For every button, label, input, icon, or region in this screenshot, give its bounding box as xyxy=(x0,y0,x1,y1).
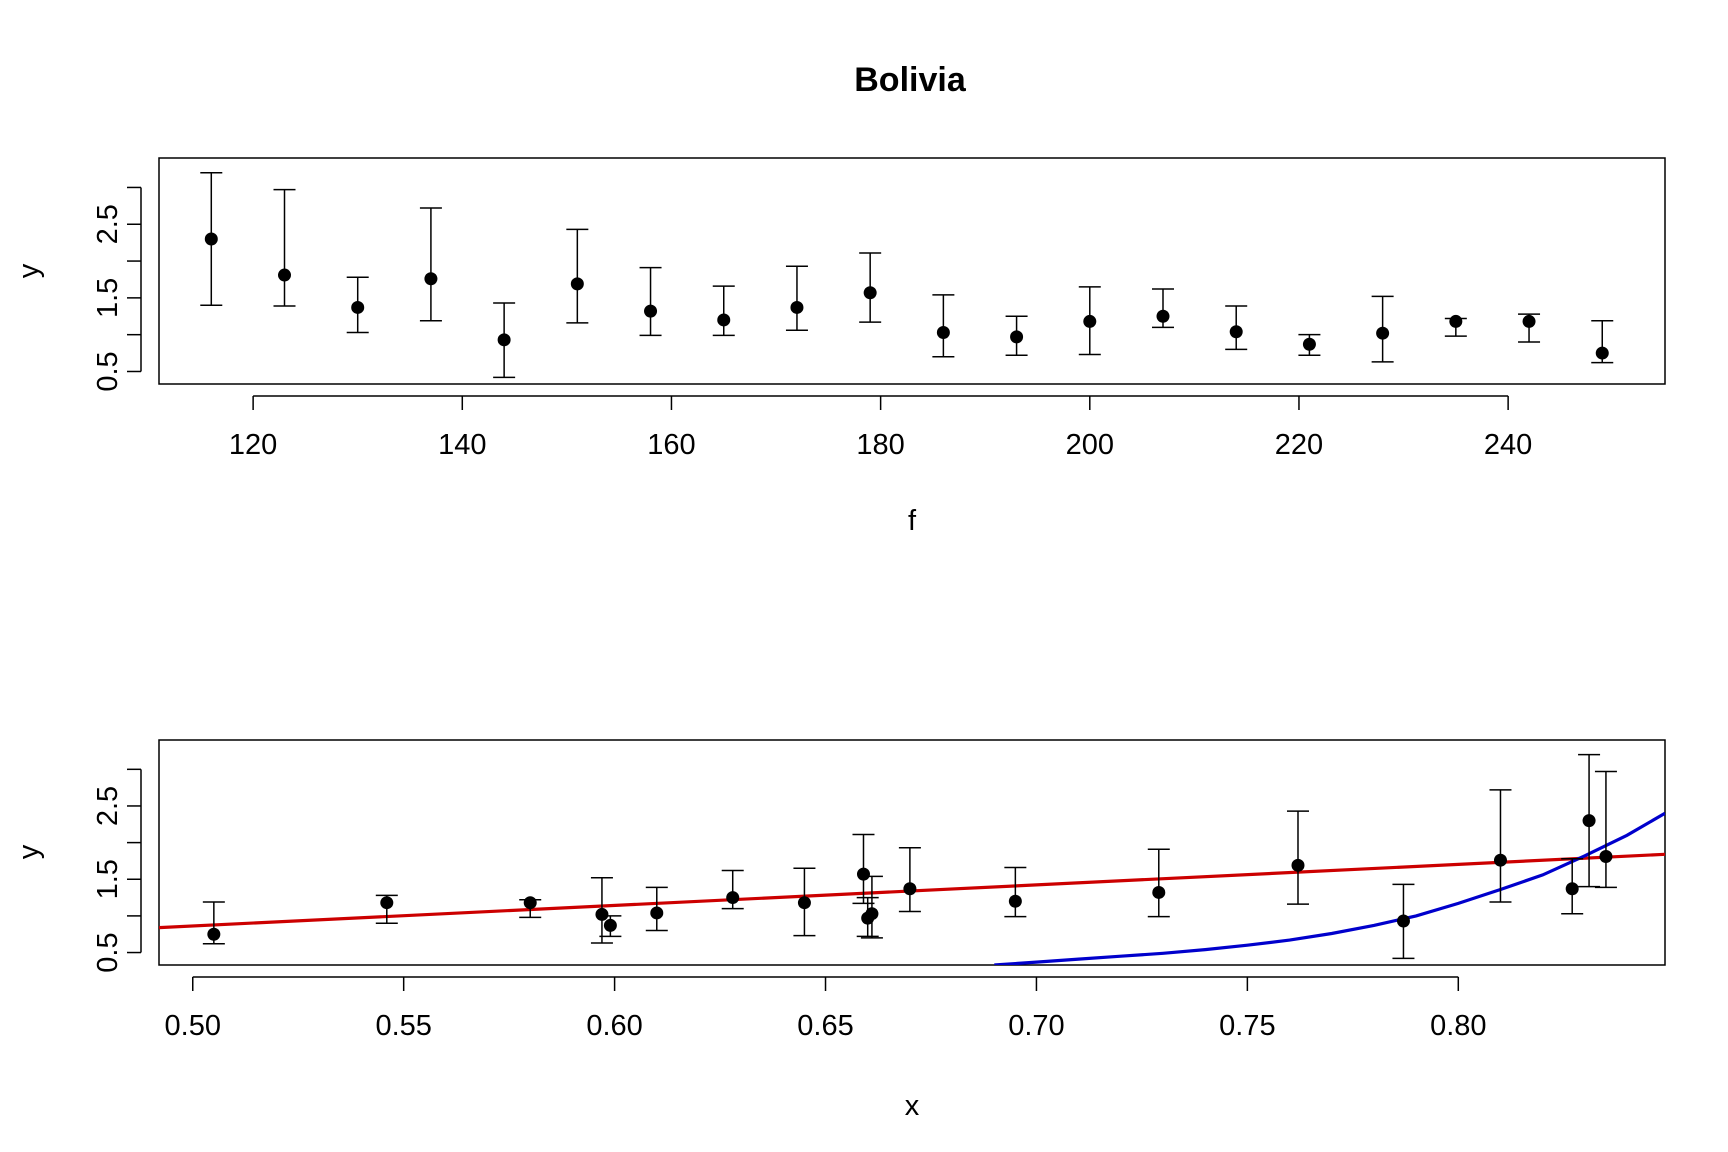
data-point xyxy=(1565,882,1579,896)
data-point xyxy=(1582,814,1596,828)
data-point xyxy=(1493,853,1507,867)
x-tick-label: 160 xyxy=(647,429,695,461)
data-point xyxy=(1599,850,1613,864)
x-tick-label: 0.55 xyxy=(375,1010,431,1042)
plot-frame xyxy=(158,739,1666,966)
data-point xyxy=(523,896,537,910)
data-point xyxy=(570,277,584,291)
x-tick-label: 240 xyxy=(1484,429,1532,461)
data-point xyxy=(351,300,365,314)
x-tick-label: 0.60 xyxy=(586,1010,642,1042)
data-point xyxy=(1156,309,1170,323)
data-point xyxy=(856,867,870,881)
y-axis-label: y xyxy=(13,844,45,859)
x-axis-label: f xyxy=(908,505,917,537)
data-point xyxy=(1396,914,1410,928)
data-point xyxy=(936,325,950,339)
y-tick-label: 2.5 xyxy=(92,204,124,244)
data-point xyxy=(207,927,221,941)
x-tick-label: 120 xyxy=(229,429,277,461)
data-point xyxy=(1083,314,1097,328)
data-point xyxy=(1010,330,1024,344)
data-point xyxy=(650,906,664,920)
data-point xyxy=(204,232,218,246)
data-point xyxy=(1229,325,1243,339)
data-point xyxy=(1291,858,1305,872)
x-tick-label: 140 xyxy=(438,429,486,461)
data-point xyxy=(1522,314,1536,328)
data-point xyxy=(726,891,740,905)
x-tick-label: 220 xyxy=(1275,429,1323,461)
x-tick-label: 200 xyxy=(1066,429,1114,461)
data-point xyxy=(863,286,877,300)
data-point xyxy=(644,304,658,318)
x-tick-label: 0.70 xyxy=(1008,1010,1064,1042)
data-point xyxy=(497,333,511,347)
data-point xyxy=(380,896,394,910)
data-point xyxy=(790,300,804,314)
data-point xyxy=(1595,346,1609,360)
plot-x-vs-y: 0.50 0.55 0.60 0.65 0.70 0.75 0.80 0.5 1.5 2.5 x y xyxy=(13,739,1666,1122)
data-point xyxy=(278,268,291,282)
x-tick-label: 0.80 xyxy=(1430,1010,1486,1042)
data-point xyxy=(1449,314,1463,328)
data-point xyxy=(717,313,731,327)
x-tick-label: 0.65 xyxy=(797,1010,853,1042)
x-axis-label: x xyxy=(905,1090,920,1122)
y-tick-label: 1.5 xyxy=(92,859,124,899)
plot-f-vs-y: 120 140 160 180 200 220 240 0.5 1.5 2.5 f y xyxy=(13,157,1666,537)
data-point xyxy=(865,907,879,921)
data-point xyxy=(797,896,811,910)
x-tick-label: 0.75 xyxy=(1219,1010,1275,1042)
x-tick-label: 180 xyxy=(856,429,904,461)
x-tick-label: 0.50 xyxy=(165,1010,221,1042)
y-axis-label: y xyxy=(13,263,45,278)
y-tick-label: 0.5 xyxy=(92,932,124,972)
data-point xyxy=(1302,337,1316,351)
figure-title: Bolivia xyxy=(854,61,967,99)
y-tick-label: 2.5 xyxy=(92,786,124,826)
data-point xyxy=(603,918,617,932)
fit-line xyxy=(994,811,1665,965)
y-tick-label: 1.5 xyxy=(92,278,124,318)
data-point xyxy=(595,907,609,921)
y-tick-label: 0.5 xyxy=(92,351,124,391)
data-point xyxy=(1152,885,1166,899)
data-point xyxy=(1008,894,1022,908)
data-point xyxy=(1376,326,1390,340)
data-point xyxy=(424,272,438,286)
data-point xyxy=(903,882,917,896)
plot-frame xyxy=(158,157,1666,385)
